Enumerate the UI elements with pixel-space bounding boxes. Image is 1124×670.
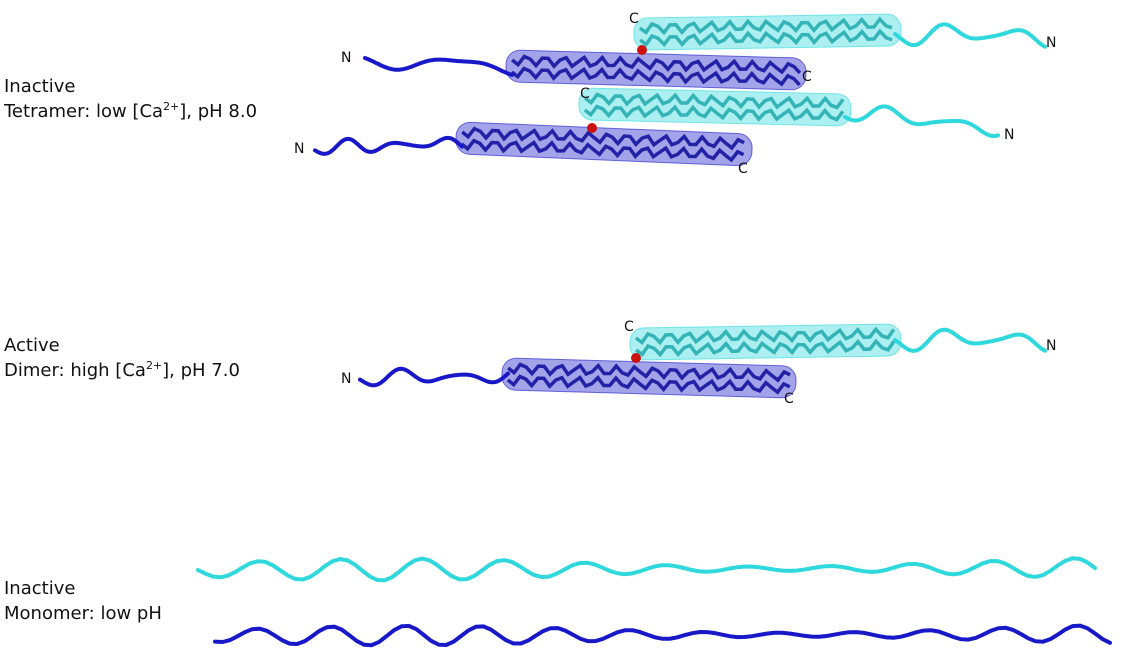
- helix: [634, 326, 896, 346]
- terminus-label: C: [629, 11, 639, 27]
- helix-bundle: [455, 121, 753, 167]
- coil: [363, 56, 514, 77]
- terminus-label: C: [784, 391, 794, 407]
- terminus-label: N: [1004, 127, 1014, 143]
- terminus-label: N: [341, 371, 351, 387]
- helix: [460, 138, 745, 163]
- residue: [587, 123, 597, 133]
- structures: [196, 13, 1112, 648]
- helix-bundle: [633, 13, 902, 51]
- terminus-label: N: [1046, 35, 1056, 51]
- residue: [637, 45, 647, 55]
- terminus-label: C: [580, 86, 590, 102]
- condition-label: Dimer: high [Ca2+], pH 7.0: [4, 359, 240, 381]
- helix: [639, 28, 893, 48]
- superscript: 2+: [163, 100, 179, 113]
- terminus-label: C: [624, 319, 634, 335]
- helix: [511, 54, 802, 75]
- state-label: Inactive: [4, 76, 75, 97]
- coil: [893, 327, 1047, 353]
- helix: [507, 362, 791, 383]
- helix-bundle: [505, 49, 807, 91]
- coil: [358, 366, 510, 388]
- terminus-label: C: [802, 69, 812, 85]
- helix-bundle: [629, 323, 902, 361]
- helix: [584, 92, 845, 110]
- helix-bundle: [578, 87, 852, 127]
- helix: [635, 338, 896, 358]
- helix: [506, 374, 791, 395]
- terminus-label: C: [738, 161, 748, 177]
- text: ], pH 7.0: [162, 360, 240, 381]
- text: ], pH 8.0: [179, 101, 257, 122]
- helix: [461, 126, 745, 151]
- state-label: Inactive: [4, 578, 75, 599]
- coil: [313, 135, 464, 156]
- condition-label: Monomer: low pH: [4, 603, 162, 624]
- coil: [843, 104, 1000, 138]
- condition-label: Tetramer: low [Ca2+], pH 8.0: [3, 100, 257, 122]
- state-label: Active: [4, 335, 60, 356]
- helix: [510, 66, 801, 87]
- surface: [629, 323, 902, 361]
- residue: [631, 353, 641, 363]
- text: Dimer: high [Ca: [4, 360, 146, 381]
- terminus-label: N: [341, 50, 351, 66]
- coil: [213, 623, 1112, 648]
- superscript: 2+: [146, 359, 162, 372]
- text: Tetramer: low [Ca: [3, 101, 163, 122]
- coil: [196, 556, 1097, 583]
- helix-bundle: [501, 357, 797, 399]
- terminus-label: N: [294, 141, 304, 157]
- terminus-label: N: [1046, 338, 1056, 354]
- helix: [583, 104, 845, 122]
- helix: [638, 16, 893, 36]
- coil: [893, 22, 1047, 49]
